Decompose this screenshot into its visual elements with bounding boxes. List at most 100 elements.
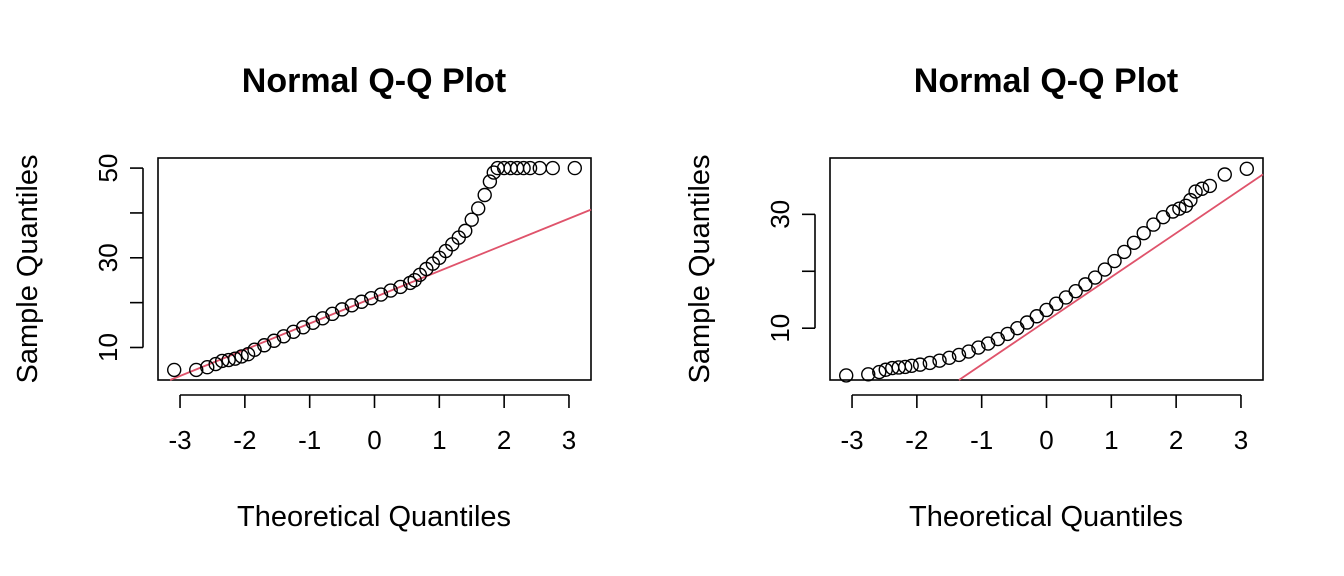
data-point	[208, 356, 223, 372]
data-point	[980, 336, 996, 351]
data-point	[839, 368, 854, 383]
x-tick-label: 3	[562, 425, 576, 455]
x-tick-label: 1	[1104, 425, 1118, 455]
x-axis-label: Theoretical Quantiles	[237, 501, 511, 533]
y-axis: 10 30	[765, 200, 816, 343]
data-point	[1165, 204, 1181, 219]
data-point	[266, 333, 282, 348]
data-point	[1217, 167, 1232, 182]
chart-title: Normal Q-Q Plot	[242, 62, 506, 100]
data-point	[305, 315, 321, 331]
y-axis-label: Sample Quantiles	[684, 155, 716, 384]
y-tick-label: 50	[93, 154, 123, 183]
points-layer	[839, 161, 1254, 383]
points-layer	[167, 160, 582, 378]
plot-frame	[829, 157, 1264, 381]
data-point	[1078, 277, 1093, 292]
data-point	[295, 320, 311, 335]
data-point	[257, 338, 272, 353]
data-point	[221, 352, 236, 368]
data-point	[545, 160, 560, 176]
x-tick-label: -3	[840, 425, 863, 455]
data-point	[1172, 201, 1187, 216]
data-point	[482, 174, 498, 189]
x-tick-label: -2	[233, 425, 256, 455]
data-point	[1097, 262, 1113, 277]
data-point	[315, 311, 330, 326]
data-point	[971, 340, 986, 355]
data-point	[942, 350, 957, 365]
data-point	[922, 355, 938, 371]
data-point	[932, 353, 947, 368]
data-point	[189, 362, 204, 378]
data-point	[325, 306, 340, 322]
data-point	[227, 351, 243, 366]
y-tick-label: 10	[93, 333, 123, 362]
data-point	[961, 344, 976, 359]
chart-title: Normal Q-Q Plot	[914, 62, 1178, 100]
data-point	[912, 357, 928, 372]
y-tick-label: 10	[765, 314, 795, 343]
y-axis-label: Sample Quantiles	[12, 155, 44, 384]
data-point	[464, 212, 479, 227]
x-tick-label: 0	[367, 425, 381, 455]
qq-reference-line	[169, 208, 592, 381]
data-point	[286, 324, 301, 339]
data-point	[200, 360, 215, 375]
data-point	[354, 294, 369, 309]
x-tick-label: -2	[905, 425, 928, 455]
qq-reference-line	[958, 173, 1264, 381]
data-point	[897, 359, 913, 375]
data-point	[1188, 184, 1203, 199]
x-tick-label: -1	[298, 425, 321, 455]
x-axis: -3 -2 -1 0 1 2 3	[840, 394, 1248, 455]
data-point	[471, 201, 486, 216]
data-point	[904, 358, 919, 373]
x-tick-label: 2	[497, 425, 511, 455]
data-point	[1107, 253, 1122, 269]
data-point	[1068, 284, 1083, 299]
x-tick-label: -1	[970, 425, 993, 455]
data-point	[407, 273, 422, 288]
data-point	[393, 279, 408, 295]
qq-panel-right: Normal Q-Q Plot -3 -2 -1 0 1 2 3 10 30 Theoreti…	[684, 62, 1264, 533]
plot-frame	[157, 157, 592, 381]
x-axis: -3 -2 -1 0 1 2 3	[168, 394, 576, 455]
data-point	[477, 187, 492, 203]
data-point	[861, 367, 876, 382]
y-tick-label: 30	[765, 200, 795, 229]
data-point	[522, 160, 538, 176]
x-axis-label: Theoretical Quantiles	[909, 501, 1183, 533]
data-point	[1239, 161, 1254, 177]
data-point	[1146, 217, 1161, 232]
data-point	[344, 298, 360, 313]
qq-panel-left: Normal Q-Q Plot -3 -2 -1 0 1 2 3 10 30 50 Theore…	[12, 62, 592, 533]
x-tick-label: 3	[1234, 425, 1248, 455]
data-point	[247, 342, 262, 357]
data-point	[1087, 270, 1103, 285]
data-point	[364, 290, 379, 306]
data-point	[872, 364, 887, 380]
x-tick-label: 1	[432, 425, 446, 455]
data-point	[1194, 181, 1210, 196]
data-point	[373, 287, 389, 302]
data-point	[1126, 235, 1142, 251]
data-point	[1183, 192, 1198, 208]
data-point	[234, 349, 249, 364]
data-point	[516, 160, 531, 176]
x-tick-label: -3	[168, 425, 191, 455]
data-point	[1117, 244, 1132, 260]
data-point	[383, 283, 398, 298]
data-point	[334, 302, 350, 317]
x-tick-label: 0	[1039, 425, 1053, 455]
data-point	[458, 223, 473, 239]
y-axis: 10 30 50	[93, 154, 144, 362]
data-point	[1202, 178, 1218, 194]
data-point	[1136, 225, 1151, 241]
data-point	[276, 329, 291, 344]
data-point	[167, 362, 182, 378]
data-point	[567, 160, 582, 176]
x-tick-label: 2	[1169, 425, 1183, 455]
